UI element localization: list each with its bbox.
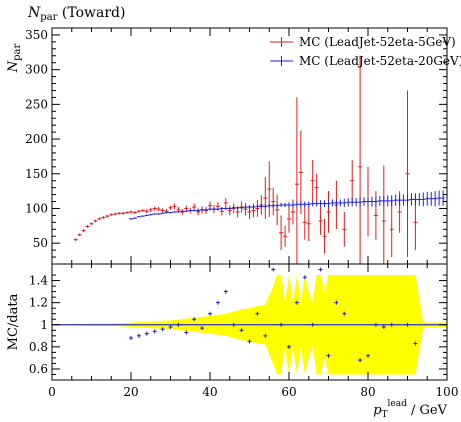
y-tick-label-top: 300 (25, 63, 48, 77)
legend: MC (LeadJet-52eta-5GeV) MC (LeadJet-52et… (270, 35, 461, 68)
title-sub: par (40, 12, 57, 23)
legend-label-blue: MC (LeadJet-52eta-20GeV) (299, 54, 461, 68)
legend-entry-blue: MC (LeadJet-52eta-20GeV) (270, 54, 461, 68)
y-tick-label-top: 150 (25, 167, 48, 181)
y-tick-label-bottom: 0.8 (29, 340, 48, 354)
y-axis-title-top: Npar (6, 44, 23, 74)
x-tick-label: 20 (123, 385, 138, 399)
y-tick-label-top: 200 (25, 132, 48, 146)
y-tick-label-bottom: 1.4 (29, 274, 48, 288)
y-tick-label-bottom: 0.6 (29, 362, 48, 376)
y-tick-label-top: 50 (33, 236, 48, 250)
y-tick-label-top: 100 (25, 201, 48, 215)
title-main: N (27, 5, 41, 21)
x-tick-label: 0 (48, 385, 56, 399)
x-tick-label: 100 (436, 385, 459, 399)
chart-title: Npar (Toward) (27, 5, 125, 23)
y-tick-label-bottom: 1 (40, 318, 48, 332)
series-blue (129, 190, 446, 220)
legend-entry-red: MC (LeadJet-52eta-5GeV) (270, 35, 456, 49)
y-tick-label-bottom: 1.2 (29, 296, 48, 310)
legend-label-red: MC (LeadJet-52eta-5GeV) (299, 35, 456, 49)
series-red (73, 55, 418, 264)
y-tick-label-top: 250 (25, 97, 48, 111)
x-axis-title: pTlead / GeV (373, 399, 447, 420)
y-tick-label-top: 350 (25, 28, 48, 42)
title-rest: (Toward) (57, 5, 125, 21)
x-tick-label: 60 (281, 385, 296, 399)
ratio-panel: 0 20 40 60 80 100 0.6 0.8 1 1.2 1.4 (29, 263, 459, 399)
x-tick-label: 40 (202, 385, 217, 399)
y-axis-title-bottom: MC/data (6, 293, 21, 350)
x-tick-label: 80 (360, 385, 375, 399)
